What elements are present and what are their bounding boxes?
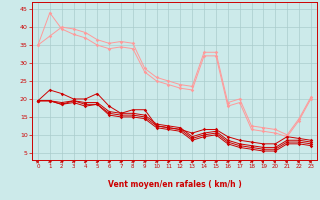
X-axis label: Vent moyen/en rafales ( km/h ): Vent moyen/en rafales ( km/h ) — [108, 180, 241, 189]
